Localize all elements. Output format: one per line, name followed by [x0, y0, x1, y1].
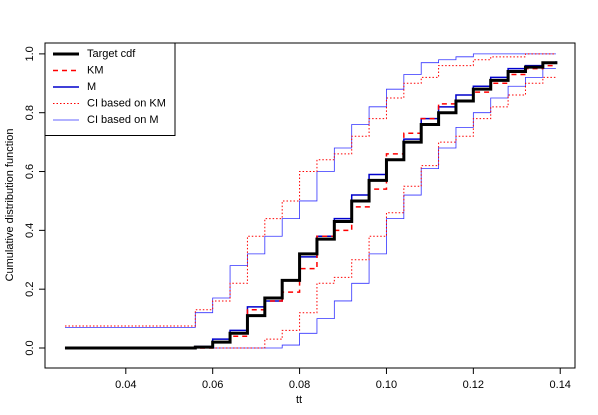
legend-label: M	[87, 81, 96, 93]
x-tick-label: 0.12	[463, 379, 484, 391]
y-tick-label: 0.4	[24, 223, 36, 238]
x-tick-label: 0.06	[202, 379, 223, 391]
y-tick-label: 0.0	[24, 340, 36, 355]
step-line	[64, 76, 556, 349]
legend-label: CI based on KM	[87, 97, 166, 109]
x-tick-label: 0.08	[289, 379, 310, 391]
x-tick-label: 0.04	[115, 379, 136, 391]
step-line	[64, 68, 556, 349]
legend-label: Target cdf	[87, 48, 136, 60]
y-tick-label: 1.0	[24, 46, 36, 61]
y-axis-label: Cumulative distribution function	[4, 129, 16, 282]
plot-frame	[44, 42, 576, 369]
y-tick-label: 0.2	[24, 282, 36, 297]
step-line	[64, 61, 558, 350]
y-tick-label: 0.8	[24, 105, 36, 120]
x-tick-label: 0.14	[550, 379, 571, 391]
y-tick-label: 0.6	[24, 164, 36, 179]
step-line	[64, 53, 556, 327]
x-tick-label: 0.10	[376, 379, 397, 391]
plot-area	[64, 53, 558, 350]
legend-label: KM	[87, 64, 104, 76]
x-axis-label: tt	[296, 394, 302, 406]
legend-label: CI based on M	[87, 114, 159, 126]
